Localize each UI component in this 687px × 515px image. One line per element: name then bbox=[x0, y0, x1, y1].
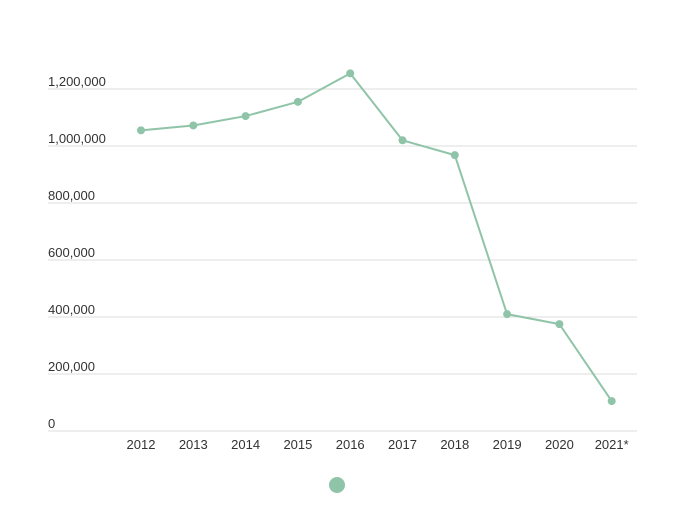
data-point bbox=[346, 69, 355, 78]
x-tick-label: 2015 bbox=[283, 437, 312, 452]
x-tick-label: 2017 bbox=[388, 437, 417, 452]
y-tick-label: 600,000 bbox=[48, 245, 95, 260]
y-tick-label: 200,000 bbox=[48, 359, 95, 374]
y-axis-tick-labels: 0 200,000 400,000 600,000 800,000 1,000,000 1,… bbox=[48, 74, 106, 431]
series-layer bbox=[137, 69, 616, 406]
legend-marker[interactable] bbox=[329, 477, 345, 493]
y-tick-label: 400,000 bbox=[48, 302, 95, 317]
x-tick-label: 2018 bbox=[440, 437, 469, 452]
gridlines bbox=[48, 88, 637, 432]
x-tick-label: 2013 bbox=[179, 437, 208, 452]
x-tick-label: 2016 bbox=[336, 437, 365, 452]
data-point bbox=[241, 112, 250, 121]
data-point bbox=[293, 97, 302, 106]
data-point bbox=[607, 397, 616, 406]
data-point bbox=[555, 320, 564, 329]
data-point bbox=[398, 136, 407, 145]
y-tick-label: 800,000 bbox=[48, 188, 95, 203]
x-tick-label: 2012 bbox=[127, 437, 156, 452]
data-point bbox=[137, 126, 145, 135]
series-line bbox=[140, 72, 613, 402]
x-tick-label: 2020 bbox=[545, 437, 574, 452]
x-tick-label: 2021* bbox=[595, 437, 629, 452]
data-point bbox=[189, 121, 198, 130]
data-point bbox=[503, 310, 512, 319]
legend bbox=[329, 477, 345, 493]
y-tick-label: 1,000,000 bbox=[48, 131, 106, 146]
x-tick-label: 2019 bbox=[493, 437, 522, 452]
y-tick-label: 0 bbox=[48, 416, 55, 431]
data-point bbox=[450, 151, 459, 160]
x-tick-label: 2014 bbox=[231, 437, 260, 452]
y-tick-label: 1,200,000 bbox=[48, 74, 106, 89]
x-axis-tick-labels: 2012 2013 2014 2015 2016 2017 2018 2019 2020 2021… bbox=[127, 437, 629, 452]
